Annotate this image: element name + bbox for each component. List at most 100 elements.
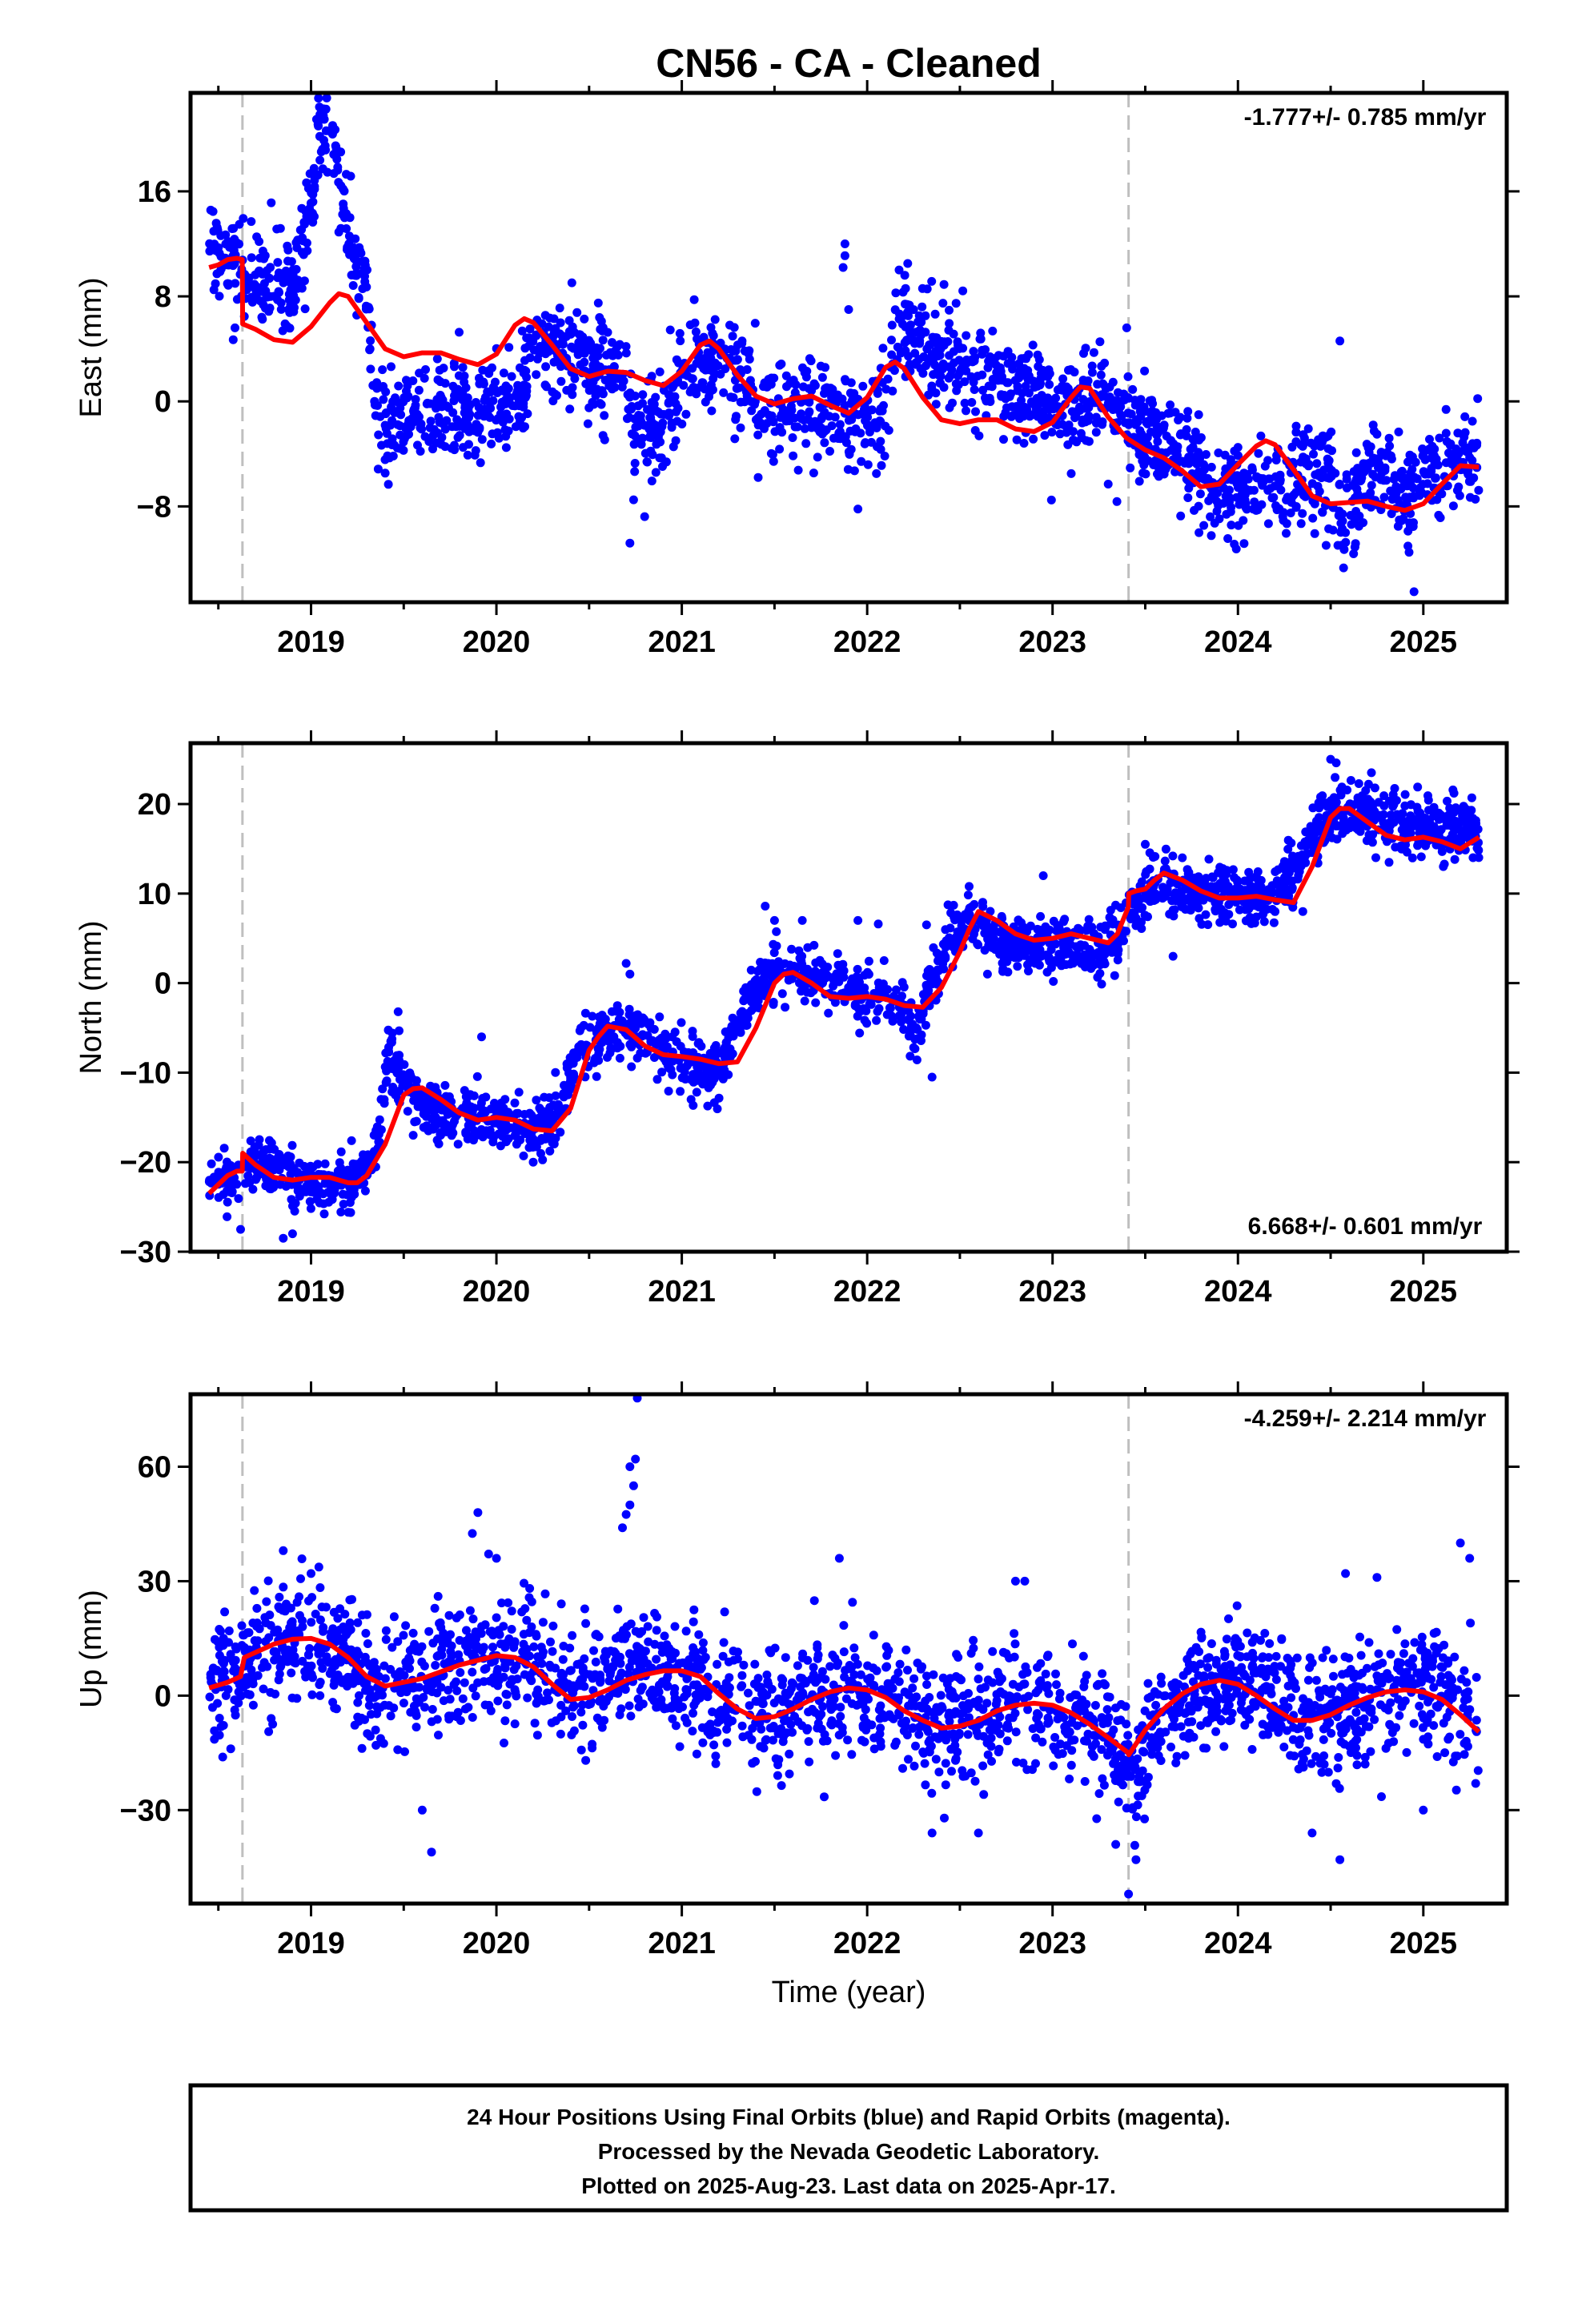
- data-point: [435, 365, 444, 375]
- data-point: [1450, 1652, 1460, 1662]
- data-point: [657, 422, 667, 432]
- data-point: [1331, 758, 1341, 768]
- data-point: [564, 327, 574, 336]
- data-point: [483, 387, 492, 396]
- data-point: [442, 401, 452, 411]
- data-point: [844, 447, 853, 456]
- data-point: [480, 1130, 490, 1140]
- data-point: [383, 1056, 392, 1066]
- data-point: [701, 397, 710, 407]
- data-point: [314, 94, 323, 103]
- data-point: [1014, 373, 1024, 383]
- data-point: [725, 320, 734, 330]
- data-point: [1416, 816, 1426, 826]
- data-point: [668, 1032, 677, 1042]
- data-point: [917, 302, 927, 312]
- data-point: [608, 384, 617, 394]
- data-point: [1113, 955, 1122, 965]
- data-point: [945, 319, 954, 328]
- data-point: [1146, 417, 1156, 427]
- data-point: [1251, 503, 1260, 513]
- data-point: [934, 370, 943, 380]
- data-point: [496, 1098, 506, 1108]
- plot-frame: [188, 741, 1509, 1254]
- data-point: [1089, 348, 1098, 357]
- data-point: [1196, 433, 1206, 442]
- data-point: [580, 314, 589, 324]
- data-point: [380, 420, 390, 430]
- data-point: [477, 435, 487, 444]
- data-point: [465, 1090, 475, 1100]
- data-point: [556, 376, 566, 386]
- data-point: [793, 422, 802, 432]
- data-point: [904, 1031, 913, 1041]
- data-point: [1153, 436, 1162, 446]
- data-point: [1283, 874, 1292, 883]
- data-point: [205, 239, 215, 248]
- data-point: [500, 425, 510, 435]
- data-point: [666, 1065, 676, 1074]
- data-point: [1392, 810, 1402, 819]
- data-point: [1122, 323, 1131, 332]
- data-point: [520, 365, 529, 375]
- data-point: [753, 472, 763, 482]
- data-point: [1317, 1767, 1327, 1777]
- data-point: [1339, 563, 1348, 573]
- data-point: [1082, 926, 1091, 935]
- data-point: [1193, 895, 1203, 905]
- data-point: [588, 385, 596, 395]
- data-point: [706, 380, 716, 390]
- data-point: [1204, 496, 1214, 505]
- data-point: [1203, 920, 1213, 930]
- y-tick-label: 8: [155, 280, 171, 314]
- data-point: [1017, 918, 1026, 927]
- data-point: [253, 1150, 262, 1160]
- data-point: [1103, 946, 1113, 955]
- data-point: [864, 956, 873, 966]
- data-point: [625, 538, 635, 548]
- data-point: [1114, 388, 1122, 397]
- data-point: [889, 366, 899, 376]
- data-point: [1263, 904, 1271, 914]
- data-point: [1439, 859, 1449, 869]
- data-point: [978, 385, 988, 395]
- data-point: [861, 438, 870, 448]
- data-point: [929, 943, 938, 952]
- data-point: [750, 319, 760, 328]
- data-point: [1034, 355, 1044, 364]
- data-point: [1082, 400, 1092, 408]
- data-point: [387, 362, 396, 372]
- data-point: [621, 959, 631, 968]
- data-point: [265, 1136, 274, 1145]
- data-point: [383, 480, 393, 489]
- data-point: [1201, 910, 1211, 919]
- data-point: [433, 375, 443, 384]
- data-point: [1287, 1693, 1296, 1703]
- data-point: [1183, 869, 1193, 879]
- data-point: [342, 1171, 351, 1180]
- data-point: [1070, 368, 1079, 377]
- data-point: [927, 276, 937, 286]
- data-point: [267, 198, 276, 207]
- data-point: [464, 412, 473, 422]
- data-point: [504, 395, 514, 404]
- data-point: [1023, 960, 1032, 970]
- data-point: [1159, 469, 1169, 479]
- data-point: [825, 447, 834, 456]
- data-point: [671, 399, 681, 408]
- data-point: [1227, 887, 1237, 897]
- data-point: [264, 274, 274, 283]
- data-point: [562, 1059, 572, 1068]
- data-point: [651, 468, 661, 477]
- data-point: [432, 438, 441, 448]
- data-point: [350, 1166, 359, 1176]
- data-point: [339, 1200, 348, 1209]
- data-point: [764, 375, 773, 384]
- data-point: [1169, 911, 1178, 921]
- data-point: [261, 1145, 271, 1154]
- data-point: [685, 320, 695, 330]
- data-point: [450, 445, 460, 455]
- data-point: [777, 360, 786, 368]
- data-point: [1100, 358, 1110, 368]
- data-point: [1070, 436, 1078, 445]
